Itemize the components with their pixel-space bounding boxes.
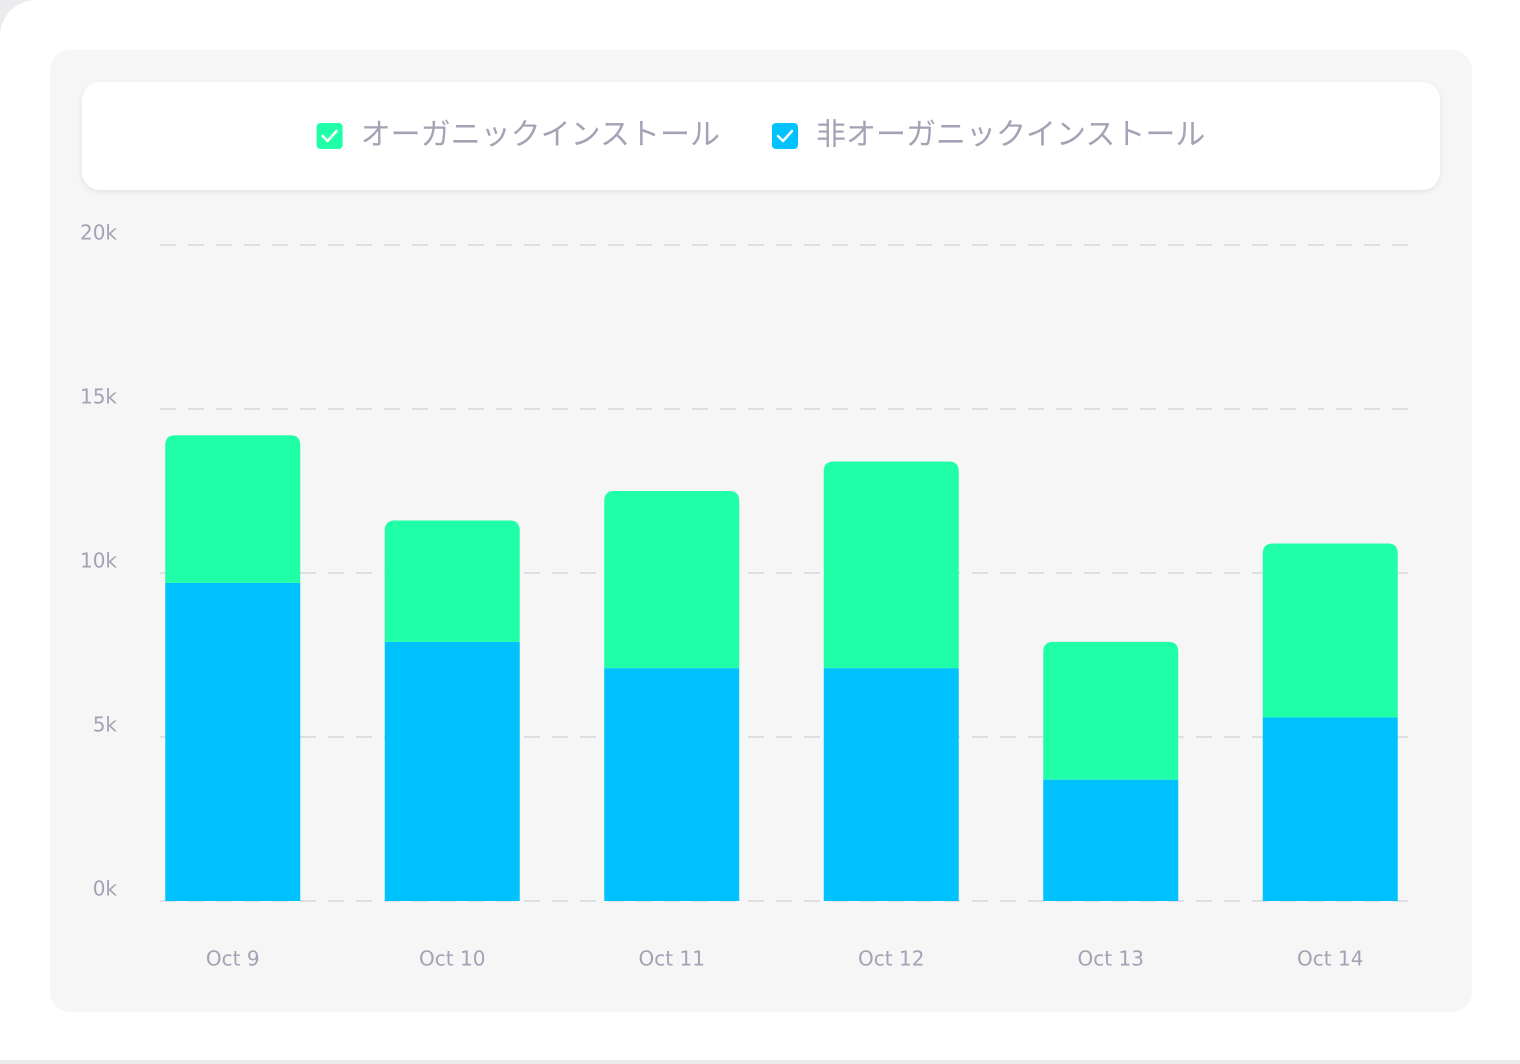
x-tick-label: Oct 12 [858, 947, 924, 971]
legend-label: オーガニックインストール [361, 118, 720, 153]
bar-segment [384, 641, 520, 901]
plot: 0k 5k 10k 15k 20k Oct 9 Oct 10 Oct 11 Oct 12 Oct … [80, 221, 1418, 971]
legend-label: 非オーガニックインストール [816, 118, 1205, 153]
legend-checkbox[interactable] [316, 123, 343, 149]
bar-segment [823, 668, 959, 901]
y-tick-label: 20k [80, 221, 117, 245]
legend-checkbox[interactable] [772, 123, 798, 149]
x-tick-label: Oct 11 [639, 947, 705, 971]
y-tick-label: 15k [80, 385, 117, 409]
bar-segment [384, 520, 520, 642]
x-tick-label: Oct 13 [1078, 947, 1144, 971]
y-tick-label: 10k [80, 549, 117, 573]
check-icon [321, 129, 338, 143]
legend: オーガニックインストール 非オーガニックインストール [316, 118, 1205, 153]
legend-item[interactable]: オーガニックインストール [316, 118, 720, 153]
bar-segment [1043, 779, 1179, 901]
bar-segment [823, 461, 959, 669]
y-tick-label: 5k [93, 713, 118, 737]
bar-segment [165, 435, 301, 583]
x-tick-label: Oct 14 [1297, 947, 1363, 971]
bar-segment [1262, 717, 1398, 901]
bar-segment [604, 491, 740, 669]
x-tick-label: Oct 9 [206, 947, 260, 971]
x-tick-label: Oct 10 [419, 947, 485, 971]
bar-segment [165, 582, 301, 901]
legend-item[interactable]: 非オーガニックインストール [772, 118, 1205, 153]
bar-segment [1043, 641, 1179, 780]
y-tick-label: 0k [93, 877, 118, 901]
check-icon [776, 129, 794, 143]
bar-segment [1262, 543, 1398, 718]
legend-box [82, 82, 1440, 190]
bar-segment [604, 668, 740, 901]
